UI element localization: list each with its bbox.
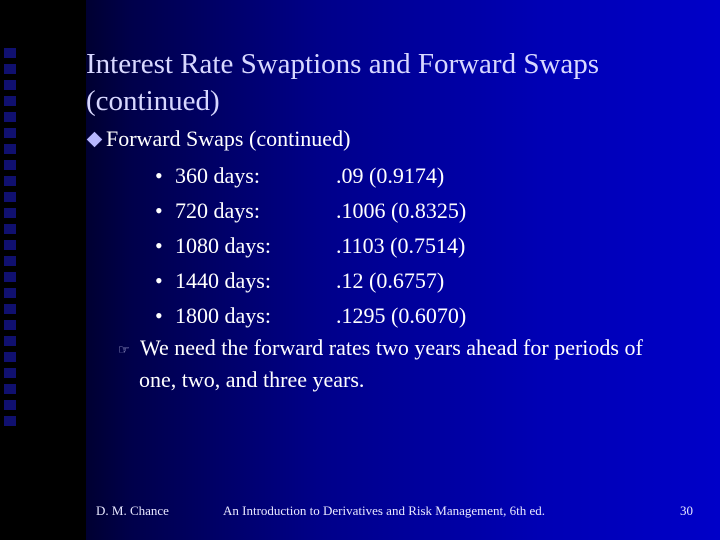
footer-author: D. M. Chance xyxy=(96,503,169,518)
bullet-level-1: Forward Swaps (continued) xyxy=(86,125,350,153)
bullet-dot: • xyxy=(155,198,163,223)
page-number: 30 xyxy=(680,503,693,518)
slide-title: Interest Rate Swaptions and Forward Swap… xyxy=(86,46,686,120)
slide-title-line-1: Interest Rate Swaptions and Forward Swap… xyxy=(86,48,600,80)
bullet-level-1-text: Forward Swaps (continued) xyxy=(106,126,351,151)
days-label: 1440 days: xyxy=(175,268,271,293)
days-label: 1080 days: xyxy=(175,233,271,258)
bullet-dot: • xyxy=(155,268,163,293)
days-label: 1800 days: xyxy=(175,303,271,328)
note-line-1: We need the forward rates two years ahea… xyxy=(140,335,643,360)
rate-value: .1006 (0.8325) xyxy=(336,198,467,223)
slide-title-line-2: (continued) xyxy=(86,85,220,117)
footer-book-title: An Introduction to Derivatives and Risk … xyxy=(223,503,546,518)
pointing-hand-icon: ☞ xyxy=(118,341,130,357)
rate-value: .12 (0.6757) xyxy=(336,268,445,293)
bullet-dot: • xyxy=(155,233,163,258)
days-label: 720 days: xyxy=(175,198,260,223)
bullet-dot: • xyxy=(155,303,163,328)
rate-value: .1103 (0.7514) xyxy=(336,233,466,258)
decorative-squares xyxy=(4,48,18,488)
left-decorative-strip xyxy=(0,0,86,540)
days-label: 360 days: xyxy=(175,163,260,188)
bullet-dot: • xyxy=(155,163,163,188)
diamond-icon xyxy=(86,132,103,148)
note-line-2: one, two, and three years. xyxy=(139,366,365,392)
rate-value: .09 (0.9174) xyxy=(336,163,445,188)
note-bullet: ☞ We need the forward rates two years ahe… xyxy=(118,333,708,395)
rate-value: .1295 (0.6070) xyxy=(336,303,467,328)
